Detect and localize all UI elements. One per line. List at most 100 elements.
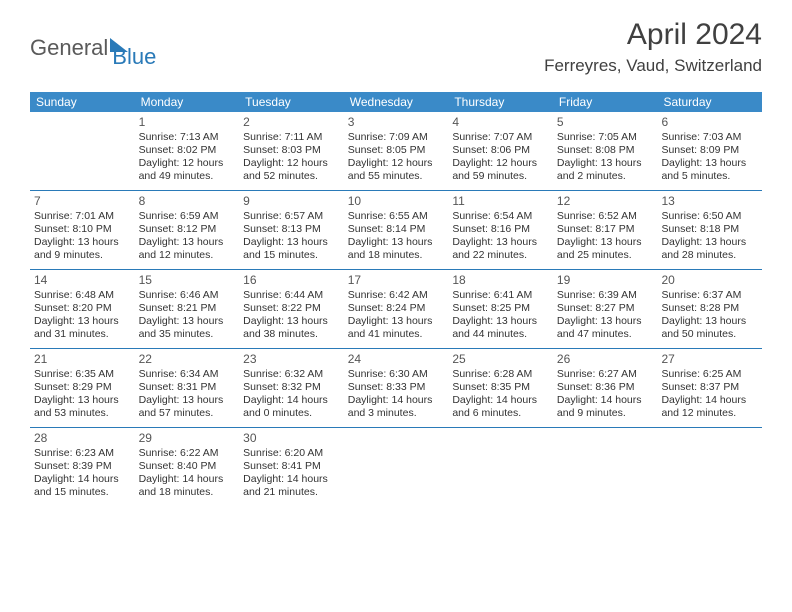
sunrise-text: Sunrise: 6:30 AM: [348, 368, 445, 381]
sunrise-text: Sunrise: 6:46 AM: [139, 289, 236, 302]
sunset-text: Sunset: 8:21 PM: [139, 302, 236, 315]
sunset-text: Sunset: 8:16 PM: [452, 223, 549, 236]
daylight-text: and 12 minutes.: [139, 249, 236, 262]
daylight-text: and 59 minutes.: [452, 170, 549, 183]
day-number: 2: [243, 115, 340, 130]
sunset-text: Sunset: 8:29 PM: [34, 381, 131, 394]
day-cell: 6Sunrise: 7:03 AMSunset: 8:09 PMDaylight…: [657, 112, 762, 190]
day-cell: 14Sunrise: 6:48 AMSunset: 8:20 PMDayligh…: [30, 270, 135, 348]
day-cell: 21Sunrise: 6:35 AMSunset: 8:29 PMDayligh…: [30, 349, 135, 427]
day-number: 7: [34, 194, 131, 209]
daylight-text: Daylight: 13 hours: [139, 236, 236, 249]
day-number: 10: [348, 194, 445, 209]
sunset-text: Sunset: 8:09 PM: [661, 144, 758, 157]
day-cell: 28Sunrise: 6:23 AMSunset: 8:39 PMDayligh…: [30, 428, 135, 506]
sunrise-text: Sunrise: 6:32 AM: [243, 368, 340, 381]
day-cell: 12Sunrise: 6:52 AMSunset: 8:17 PMDayligh…: [553, 191, 658, 269]
daylight-text: and 3 minutes.: [348, 407, 445, 420]
day-cell: 4Sunrise: 7:07 AMSunset: 8:06 PMDaylight…: [448, 112, 553, 190]
daylight-text: Daylight: 12 hours: [348, 157, 445, 170]
daylight-text: Daylight: 13 hours: [452, 315, 549, 328]
daylight-text: Daylight: 13 hours: [348, 236, 445, 249]
sunrise-text: Sunrise: 6:44 AM: [243, 289, 340, 302]
day-number: 21: [34, 352, 131, 367]
daylight-text: Daylight: 13 hours: [139, 394, 236, 407]
day-cell: 18Sunrise: 6:41 AMSunset: 8:25 PMDayligh…: [448, 270, 553, 348]
sunrise-text: Sunrise: 7:03 AM: [661, 131, 758, 144]
week-row: 14Sunrise: 6:48 AMSunset: 8:20 PMDayligh…: [30, 270, 762, 349]
sunset-text: Sunset: 8:24 PM: [348, 302, 445, 315]
day-number: 26: [557, 352, 654, 367]
daylight-text: Daylight: 14 hours: [348, 394, 445, 407]
daylight-text: Daylight: 13 hours: [557, 236, 654, 249]
sunrise-text: Sunrise: 6:25 AM: [661, 368, 758, 381]
sunrise-text: Sunrise: 6:39 AM: [557, 289, 654, 302]
dow-sunday: Sunday: [30, 92, 135, 112]
sunset-text: Sunset: 8:05 PM: [348, 144, 445, 157]
sunset-text: Sunset: 8:41 PM: [243, 460, 340, 473]
sunset-text: Sunset: 8:33 PM: [348, 381, 445, 394]
day-number: 18: [452, 273, 549, 288]
sunrise-text: Sunrise: 6:28 AM: [452, 368, 549, 381]
daylight-text: Daylight: 13 hours: [34, 394, 131, 407]
daylight-text: Daylight: 12 hours: [452, 157, 549, 170]
daylight-text: Daylight: 13 hours: [557, 315, 654, 328]
day-cell: 15Sunrise: 6:46 AMSunset: 8:21 PMDayligh…: [135, 270, 240, 348]
sunrise-text: Sunrise: 6:59 AM: [139, 210, 236, 223]
sunrise-text: Sunrise: 6:27 AM: [557, 368, 654, 381]
daylight-text: and 47 minutes.: [557, 328, 654, 341]
header: General Blue April 2024 Ferreyres, Vaud,…: [0, 0, 792, 84]
daylight-text: and 0 minutes.: [243, 407, 340, 420]
daylight-text: and 12 minutes.: [661, 407, 758, 420]
day-number: 24: [348, 352, 445, 367]
day-cell: 11Sunrise: 6:54 AMSunset: 8:16 PMDayligh…: [448, 191, 553, 269]
day-number: 17: [348, 273, 445, 288]
sunset-text: Sunset: 8:27 PM: [557, 302, 654, 315]
day-number: 4: [452, 115, 549, 130]
daylight-text: and 25 minutes.: [557, 249, 654, 262]
day-number: 3: [348, 115, 445, 130]
day-cell: [448, 428, 553, 506]
day-number: 12: [557, 194, 654, 209]
sunrise-text: Sunrise: 7:09 AM: [348, 131, 445, 144]
sunrise-text: Sunrise: 7:05 AM: [557, 131, 654, 144]
sunrise-text: Sunrise: 7:07 AM: [452, 131, 549, 144]
week-row: 1Sunrise: 7:13 AMSunset: 8:02 PMDaylight…: [30, 112, 762, 191]
day-cell: 27Sunrise: 6:25 AMSunset: 8:37 PMDayligh…: [657, 349, 762, 427]
daylight-text: Daylight: 13 hours: [452, 236, 549, 249]
daylight-text: Daylight: 12 hours: [243, 157, 340, 170]
daylight-text: Daylight: 13 hours: [34, 236, 131, 249]
dow-friday: Friday: [553, 92, 658, 112]
daylight-text: Daylight: 13 hours: [661, 157, 758, 170]
daylight-text: Daylight: 13 hours: [34, 315, 131, 328]
daylight-text: and 22 minutes.: [452, 249, 549, 262]
day-number: 8: [139, 194, 236, 209]
day-cell: 5Sunrise: 7:05 AMSunset: 8:08 PMDaylight…: [553, 112, 658, 190]
sunset-text: Sunset: 8:10 PM: [34, 223, 131, 236]
sunset-text: Sunset: 8:22 PM: [243, 302, 340, 315]
daylight-text: and 5 minutes.: [661, 170, 758, 183]
daylight-text: Daylight: 14 hours: [139, 473, 236, 486]
day-cell: 13Sunrise: 6:50 AMSunset: 8:18 PMDayligh…: [657, 191, 762, 269]
logo: General Blue: [30, 26, 156, 70]
sunset-text: Sunset: 8:17 PM: [557, 223, 654, 236]
sunset-text: Sunset: 8:12 PM: [139, 223, 236, 236]
week-row: 28Sunrise: 6:23 AMSunset: 8:39 PMDayligh…: [30, 428, 762, 506]
daylight-text: and 9 minutes.: [34, 249, 131, 262]
day-number: 27: [661, 352, 758, 367]
dow-wednesday: Wednesday: [344, 92, 449, 112]
day-cell: 24Sunrise: 6:30 AMSunset: 8:33 PMDayligh…: [344, 349, 449, 427]
sunset-text: Sunset: 8:06 PM: [452, 144, 549, 157]
daylight-text: Daylight: 13 hours: [557, 157, 654, 170]
daylight-text: and 28 minutes.: [661, 249, 758, 262]
day-cell: 26Sunrise: 6:27 AMSunset: 8:36 PMDayligh…: [553, 349, 658, 427]
day-number: 19: [557, 273, 654, 288]
sunrise-text: Sunrise: 6:54 AM: [452, 210, 549, 223]
daylight-text: Daylight: 14 hours: [243, 394, 340, 407]
daylight-text: Daylight: 14 hours: [243, 473, 340, 486]
day-cell: 23Sunrise: 6:32 AMSunset: 8:32 PMDayligh…: [239, 349, 344, 427]
logo-text-blue: Blue: [112, 44, 156, 70]
daylight-text: and 41 minutes.: [348, 328, 445, 341]
sunset-text: Sunset: 8:18 PM: [661, 223, 758, 236]
sunset-text: Sunset: 8:13 PM: [243, 223, 340, 236]
